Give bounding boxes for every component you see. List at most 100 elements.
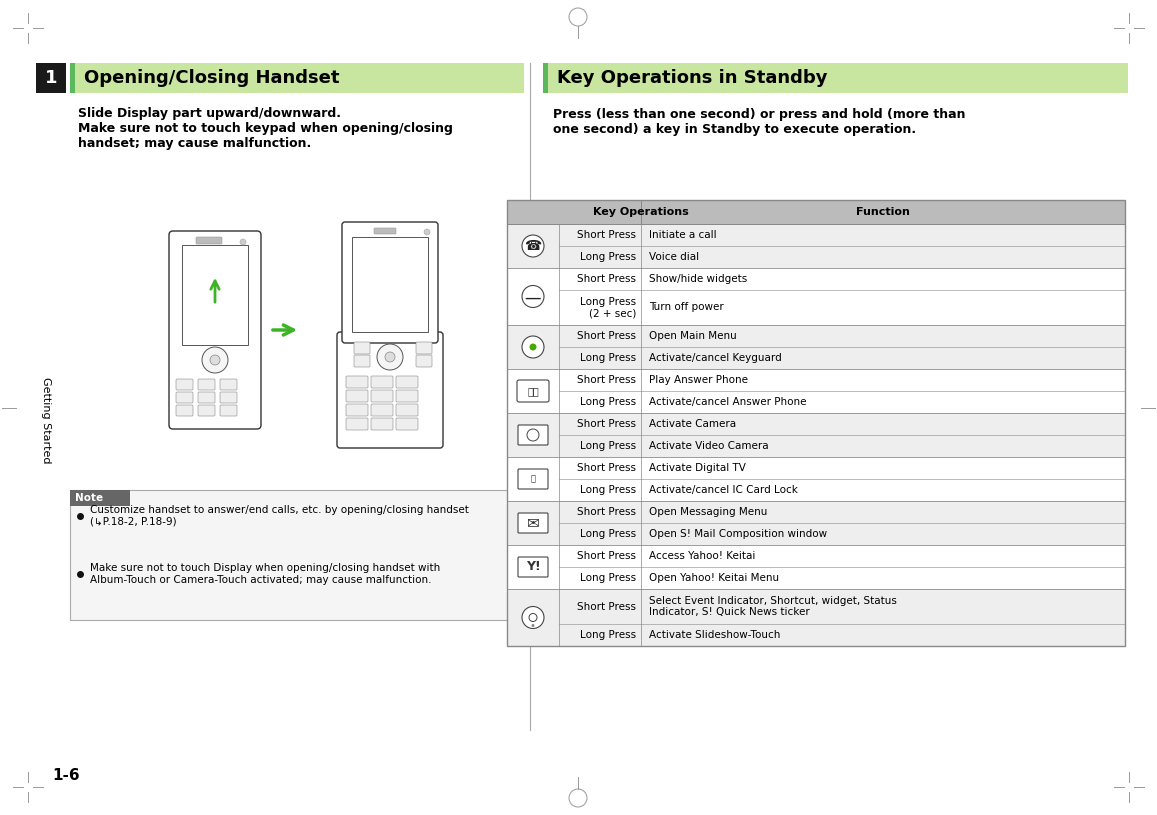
FancyBboxPatch shape — [220, 405, 237, 416]
FancyBboxPatch shape — [176, 379, 193, 390]
FancyBboxPatch shape — [196, 237, 222, 244]
FancyBboxPatch shape — [517, 380, 550, 402]
FancyBboxPatch shape — [346, 404, 368, 416]
Text: Open Main Menu: Open Main Menu — [649, 331, 737, 341]
Text: 1: 1 — [45, 69, 57, 87]
FancyBboxPatch shape — [507, 200, 1125, 224]
FancyBboxPatch shape — [518, 557, 548, 577]
Text: Slide Display part upward/downward.: Slide Display part upward/downward. — [78, 107, 341, 120]
FancyBboxPatch shape — [374, 228, 396, 234]
Text: Short Press: Short Press — [577, 230, 636, 240]
FancyBboxPatch shape — [543, 63, 548, 93]
FancyBboxPatch shape — [346, 390, 368, 402]
Text: Short Press: Short Press — [577, 274, 636, 284]
Text: Long Press: Long Press — [580, 353, 636, 363]
Text: Long Press
(2 + sec): Long Press (2 + sec) — [580, 297, 636, 319]
Text: Show/hide widgets: Show/hide widgets — [649, 274, 747, 284]
FancyBboxPatch shape — [371, 418, 393, 430]
Text: Short Press: Short Press — [577, 375, 636, 385]
FancyBboxPatch shape — [71, 63, 524, 93]
Text: Key Operations in Standby: Key Operations in Standby — [557, 69, 827, 87]
Text: 「」: 「」 — [528, 386, 539, 396]
FancyBboxPatch shape — [354, 355, 370, 367]
FancyBboxPatch shape — [176, 392, 193, 403]
Text: Activate Slideshow-Touch: Activate Slideshow-Touch — [649, 630, 780, 640]
Text: Getting Started: Getting Started — [40, 377, 51, 463]
FancyBboxPatch shape — [518, 469, 548, 489]
FancyBboxPatch shape — [507, 268, 1125, 325]
Text: Make sure not to touch keypad when opening/closing
handset; may cause malfunctio: Make sure not to touch keypad when openi… — [78, 122, 452, 150]
FancyBboxPatch shape — [396, 404, 418, 416]
FancyBboxPatch shape — [371, 376, 393, 388]
FancyBboxPatch shape — [518, 425, 548, 445]
Text: Activate Camera: Activate Camera — [649, 419, 736, 429]
FancyBboxPatch shape — [371, 390, 393, 402]
FancyBboxPatch shape — [507, 457, 1125, 501]
Circle shape — [202, 347, 228, 373]
FancyBboxPatch shape — [346, 418, 368, 430]
Text: Short Press: Short Press — [577, 507, 636, 517]
FancyBboxPatch shape — [417, 355, 432, 367]
Text: ☎: ☎ — [524, 239, 541, 253]
Text: Select Event Indicator, Shortcut, widget, Status
Indicator, S! Quick News ticker: Select Event Indicator, Shortcut, widget… — [649, 596, 897, 617]
Circle shape — [531, 624, 535, 627]
Text: Open Yahoo! Keitai Menu: Open Yahoo! Keitai Menu — [649, 573, 779, 583]
Text: Short Press: Short Press — [577, 551, 636, 561]
Text: Opening/Closing Handset: Opening/Closing Handset — [84, 69, 339, 87]
Text: Short Press: Short Press — [577, 331, 636, 341]
Circle shape — [211, 355, 220, 365]
FancyBboxPatch shape — [169, 231, 261, 429]
Text: Long Press: Long Press — [580, 529, 636, 539]
Text: 1-6: 1-6 — [52, 768, 80, 782]
Text: Short Press: Short Press — [577, 601, 636, 611]
FancyBboxPatch shape — [396, 390, 418, 402]
Text: Function: Function — [856, 207, 909, 217]
Text: Initiate a call: Initiate a call — [649, 230, 716, 240]
Text: Open S! Mail Composition window: Open S! Mail Composition window — [649, 529, 827, 539]
FancyBboxPatch shape — [507, 325, 1125, 369]
Circle shape — [522, 336, 544, 358]
FancyBboxPatch shape — [507, 545, 1125, 589]
FancyBboxPatch shape — [396, 418, 418, 430]
Circle shape — [239, 239, 246, 245]
FancyBboxPatch shape — [342, 222, 439, 343]
Text: Long Press: Long Press — [580, 485, 636, 495]
Text: ✉: ✉ — [526, 516, 539, 531]
Text: Open Messaging Menu: Open Messaging Menu — [649, 507, 767, 517]
Text: Short Press: Short Press — [577, 463, 636, 473]
Text: Access Yahoo! Keitai: Access Yahoo! Keitai — [649, 551, 756, 561]
Text: Long Press: Long Press — [580, 630, 636, 640]
Circle shape — [526, 429, 539, 441]
FancyBboxPatch shape — [220, 379, 237, 390]
Text: Customize handset to answer/end calls, etc. by opening/closing handset
(↳P.18-2,: Customize handset to answer/end calls, e… — [90, 505, 469, 526]
FancyBboxPatch shape — [507, 224, 1125, 268]
FancyBboxPatch shape — [71, 490, 130, 506]
Text: Long Press: Long Press — [580, 441, 636, 451]
Text: Activate Digital TV: Activate Digital TV — [649, 463, 746, 473]
FancyBboxPatch shape — [337, 332, 443, 448]
Text: Make sure not to touch Display when opening/closing handset with
Album-Touch or : Make sure not to touch Display when open… — [90, 563, 441, 585]
FancyBboxPatch shape — [352, 237, 428, 332]
Circle shape — [522, 285, 544, 307]
Text: Activate/cancel IC Card Lock: Activate/cancel IC Card Lock — [649, 485, 798, 495]
Text: Voice dial: Voice dial — [649, 252, 699, 262]
Circle shape — [385, 352, 395, 362]
Text: Short Press: Short Press — [577, 419, 636, 429]
Circle shape — [522, 606, 544, 628]
Text: Key Operations: Key Operations — [594, 207, 688, 217]
FancyBboxPatch shape — [371, 404, 393, 416]
Text: 小: 小 — [531, 474, 536, 483]
FancyBboxPatch shape — [198, 405, 215, 416]
Text: Activate/cancel Answer Phone: Activate/cancel Answer Phone — [649, 397, 806, 407]
FancyBboxPatch shape — [71, 490, 525, 620]
Text: Activate Video Camera: Activate Video Camera — [649, 441, 768, 451]
Text: —: — — [524, 289, 541, 306]
FancyBboxPatch shape — [354, 342, 370, 354]
Circle shape — [530, 343, 537, 350]
Circle shape — [423, 229, 430, 235]
FancyBboxPatch shape — [36, 63, 66, 93]
Circle shape — [377, 344, 403, 370]
Text: Long Press: Long Press — [580, 573, 636, 583]
Circle shape — [529, 614, 537, 622]
FancyBboxPatch shape — [507, 369, 1125, 413]
